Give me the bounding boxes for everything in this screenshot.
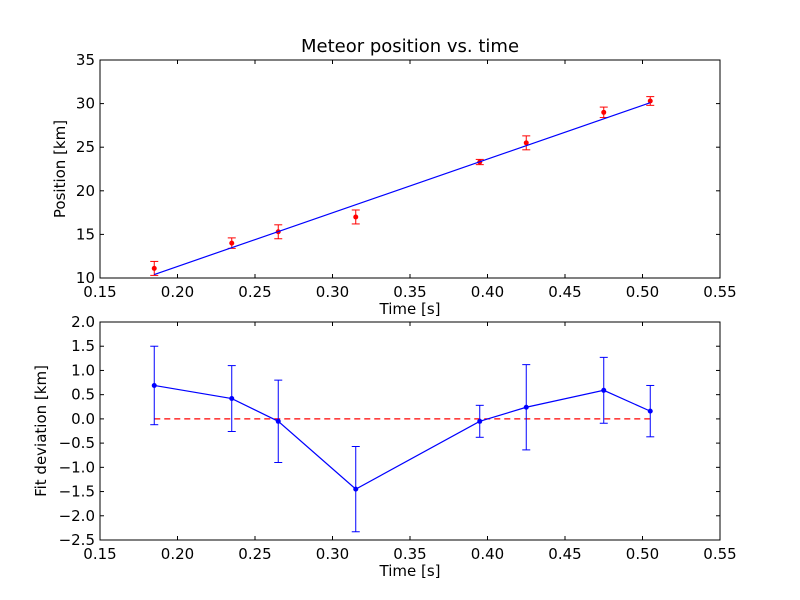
data-point [353,214,359,220]
plot-area [99,59,721,279]
y-tick-label: −1.0 [59,458,95,476]
y-tick-label: 2.0 [71,313,95,331]
data-point [601,387,607,393]
x-tick-label: 0.45 [548,545,581,563]
x-tick-label: 0.25 [238,283,271,301]
y-tick-label: 20 [76,182,95,200]
fit-line [154,102,651,276]
x-tick-label: 0.50 [626,545,659,563]
y-tick-label: 25 [76,138,95,156]
x-axis-label: Time [s] [379,562,441,580]
data-point [151,382,157,388]
chart-title: Meteor position vs. time [301,36,519,57]
y-tick-label: −0.5 [59,434,95,452]
y-tick-label: 1.0 [71,361,95,379]
y-axis-label: Position [km] [51,120,69,218]
y-tick-label: −1.5 [59,483,95,501]
x-tick-label: 0.50 [626,283,659,301]
y-tick-label: −2.5 [59,531,95,549]
x-tick-label: 0.40 [471,545,504,563]
data-point [229,396,235,402]
y-tick-label: 0.5 [71,386,95,404]
x-tick-label: 0.55 [703,545,736,563]
y-tick-label: 1.5 [71,337,95,355]
x-tick-label: 0.25 [238,545,271,563]
data-point [477,418,483,424]
data-point [229,240,235,246]
x-tick-label: 0.20 [161,545,194,563]
x-tick-label: 0.20 [161,283,194,301]
data-point [523,404,529,410]
y-tick-label: 35 [76,51,95,69]
x-tick-label: 0.45 [548,283,581,301]
data-point [523,140,529,146]
x-tick-label: 0.55 [703,283,736,301]
y-tick-label: 0.0 [71,410,95,428]
data-point [647,98,653,104]
x-tick-label: 0.35 [393,283,426,301]
data-marks [150,345,655,533]
y-tick-label: −2.0 [59,507,95,525]
deviation-chart: 0.15 0.20 0.25 0.30 0.35 0.40 0.45 0.50 0.55 −2.5… [32,313,737,580]
y-axis-label: Fit deviation [km] [32,365,50,497]
x-tick-label: 0.15 [83,545,116,563]
x-tick-label: 0.15 [83,283,116,301]
plot-area [99,321,721,541]
data-point [275,418,281,424]
axis-ticks: 0.15 0.20 0.25 0.30 0.35 0.40 0.45 0.50 0.55 −2.5… [59,313,737,563]
x-axis-label: Time [s] [379,300,441,318]
y-tick-label: 15 [76,225,95,243]
data-point [647,408,653,414]
position-chart: Meteor position vs. time 0.15 0.20 0.25 0.3… [51,36,737,318]
data-point [601,109,607,115]
data-point [353,486,359,492]
data-point [151,265,157,271]
y-tick-label: 30 [76,95,95,113]
axis-ticks: 0.15 0.20 0.25 0.30 0.35 0.40 0.45 0.50 0.55 10 15… [76,51,737,301]
y-tick-label: 10 [76,269,95,287]
deviation-line [154,384,651,490]
x-tick-label: 0.40 [471,283,504,301]
x-tick-label: 0.35 [393,545,426,563]
x-tick-label: 0.30 [316,545,349,563]
x-tick-label: 0.30 [316,283,349,301]
data-marks [150,96,655,276]
